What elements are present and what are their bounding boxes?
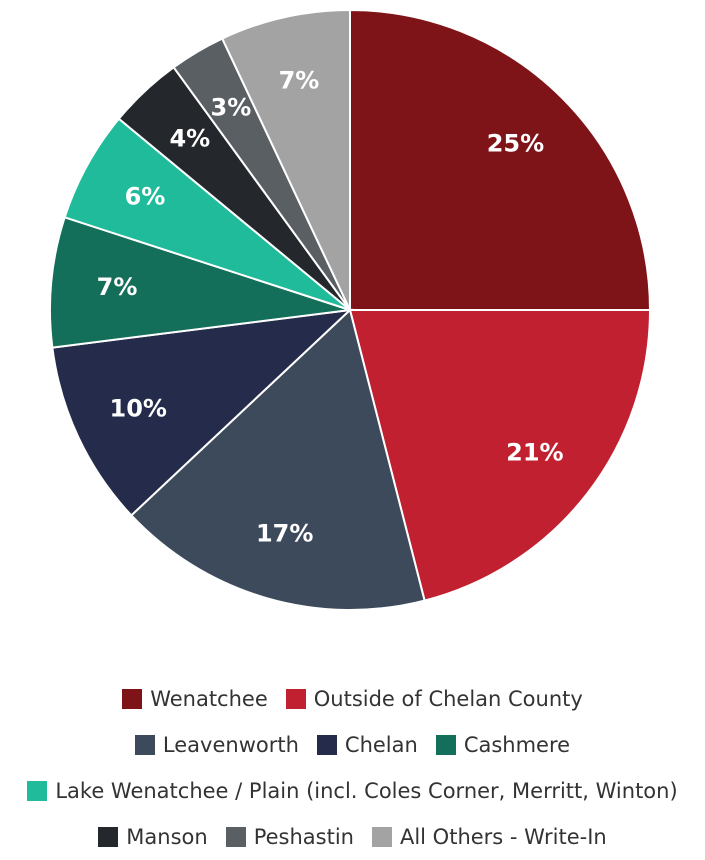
legend-label: Outside of Chelan County <box>313 687 583 711</box>
value-label: 10% <box>110 395 167 423</box>
legend-item: Wenatchee <box>122 687 268 711</box>
legend: Wenatchee Outside of Chelan County Leavenw… <box>0 676 705 860</box>
legend-row: Manson Peshastin All Others - Write-In <box>0 814 705 860</box>
legend-row: Lake Wenatchee / Plain (incl. Coles Corn… <box>0 768 705 814</box>
value-label: 17% <box>256 520 313 548</box>
pie-slice <box>349 8 652 311</box>
pie-slice <box>51 308 353 517</box>
legend-item: Chelan <box>316 733 418 757</box>
legend-label: Lake Wenatchee / Plain (incl. Coles Corn… <box>55 779 678 803</box>
pie-slice <box>348 309 652 602</box>
pie-slice <box>49 216 351 349</box>
legend-row: Leavenworth Chelan Cashmere <box>0 722 705 768</box>
legend-item: Manson <box>98 825 208 849</box>
value-label: 7% <box>97 273 138 301</box>
legend-item: Leavenworth <box>134 733 299 757</box>
pie-slice <box>129 308 426 611</box>
legend-swatch <box>285 689 306 709</box>
legend-swatch <box>134 735 155 755</box>
legend-item: Cashmere <box>435 733 571 757</box>
legend-label: Manson <box>126 825 208 849</box>
legend-item: All Others - Write-In <box>371 825 607 849</box>
legend-item: Peshastin <box>225 825 354 849</box>
value-label: 4% <box>169 124 210 152</box>
legend-swatch <box>27 781 48 801</box>
legend-label: All Others - Write-In <box>399 825 607 849</box>
legend-label: Chelan <box>344 733 418 757</box>
legend-swatch <box>225 827 246 847</box>
legend-swatch <box>98 827 119 847</box>
legend-label: Cashmere <box>463 733 571 757</box>
legend-swatch <box>371 827 392 847</box>
value-label: 25% <box>487 130 544 158</box>
pie-chart: 25% 21% 17% 10% 7% 6% 4%3% 7% <box>49 8 652 611</box>
value-label: 7% <box>279 67 320 95</box>
legend-row: Wenatchee Outside of Chelan County <box>0 676 705 722</box>
legend-item: Outside of Chelan County <box>285 687 583 711</box>
legend-swatch <box>435 735 456 755</box>
pie-slice <box>220 8 351 311</box>
legend-label: Wenatchee <box>150 687 268 711</box>
value-label: 21% <box>506 438 563 466</box>
value-label: 6% <box>125 182 166 210</box>
legend-label: Peshastin <box>253 825 354 849</box>
legend-swatch <box>316 735 337 755</box>
legend-label: Leavenworth <box>162 733 299 757</box>
value-label: 3% <box>211 94 252 122</box>
legend-swatch <box>122 689 143 709</box>
legend-item: Lake Wenatchee / Plain (incl. Coles Corn… <box>27 779 678 803</box>
